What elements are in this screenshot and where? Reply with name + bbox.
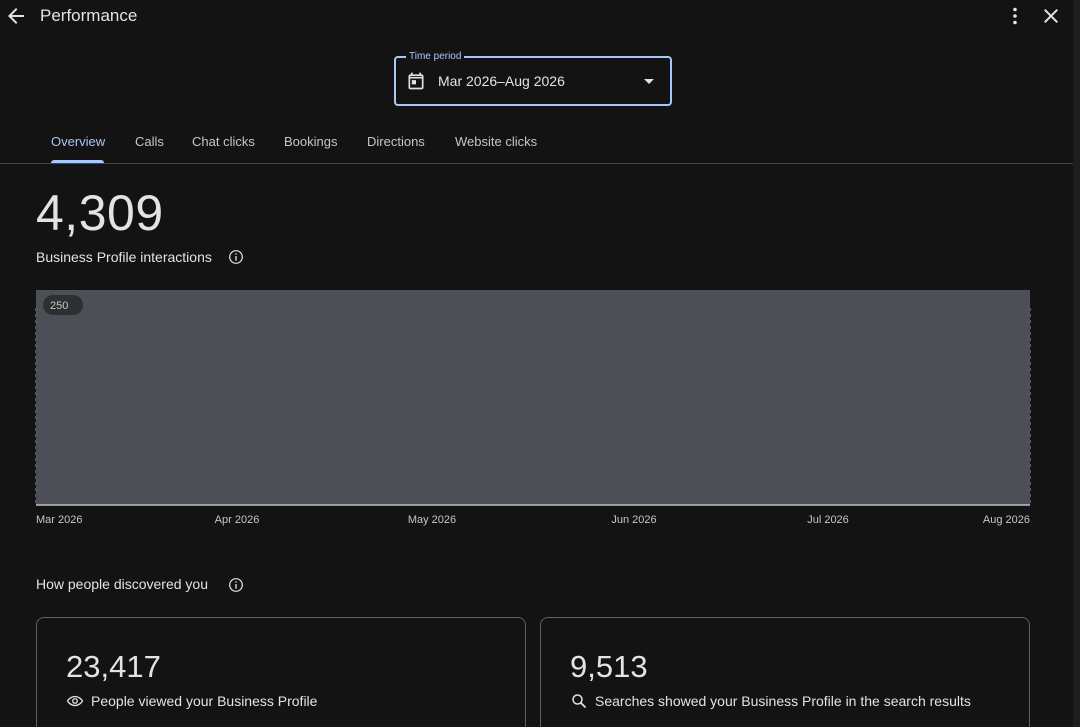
close-icon[interactable] xyxy=(1039,4,1063,28)
search-appearances-label: Searches showed your Business Profile in… xyxy=(595,693,971,709)
profile-views-label: People viewed your Business Profile xyxy=(91,693,318,709)
calendar-icon xyxy=(408,72,424,90)
active-tab-indicator xyxy=(51,160,104,163)
tab-overview[interactable]: Overview xyxy=(51,134,106,149)
interactions-label: Business Profile interactions xyxy=(36,249,212,265)
search-appearances-value: 9,513 xyxy=(570,649,648,684)
time-period-value: Mar 2026–Aug 2026 xyxy=(438,73,565,89)
x-tick-label: Mar 2026 xyxy=(36,514,82,526)
discovery-section-title: How people discovered you xyxy=(36,576,208,592)
tab-bar: Overview Calls Chat clicks Bookings Dire… xyxy=(0,122,1073,164)
scrollbar-track xyxy=(1073,0,1080,727)
time-period-label: Time period xyxy=(406,50,465,64)
info-icon[interactable] xyxy=(228,577,244,593)
x-tick-label: Jul 2026 xyxy=(807,514,849,526)
chart-area xyxy=(36,290,1030,505)
arrow-back-icon[interactable] xyxy=(4,4,28,28)
top-app-bar: Performance xyxy=(0,0,1080,32)
y-tick-pill xyxy=(43,295,83,315)
more-vert-icon[interactable] xyxy=(1003,4,1027,28)
x-tick-label: Aug 2026 xyxy=(983,514,1030,526)
time-period-select[interactable]: Time period Mar 2026–Aug 2026 xyxy=(394,50,672,106)
eye-icon xyxy=(66,695,84,707)
tab-calls[interactable]: Calls xyxy=(135,134,164,149)
y-tick-label: 250 xyxy=(50,300,68,312)
tab-directions[interactable]: Directions xyxy=(367,134,425,149)
x-tick-label: Jun 2026 xyxy=(611,514,656,526)
profile-views-value: 23,417 xyxy=(66,649,161,684)
search-appearances-card[interactable]: 9,513 Searches showed your Business Prof… xyxy=(540,617,1030,727)
x-tick-label: Apr 2026 xyxy=(215,514,260,526)
x-tick-label: May 2026 xyxy=(408,514,456,526)
interactions-total: 4,309 xyxy=(36,185,164,241)
tab-chat-clicks[interactable]: Chat clicks xyxy=(192,134,255,149)
tab-bookings[interactable]: Bookings xyxy=(284,134,338,149)
search-icon xyxy=(572,694,586,708)
info-icon[interactable] xyxy=(228,249,244,265)
profile-views-card[interactable]: 23,417 People viewed your Business Profi… xyxy=(36,617,526,727)
arrow-drop-down-icon xyxy=(644,79,654,84)
tab-website-clicks[interactable]: Website clicks xyxy=(455,134,538,149)
page-title: Performance xyxy=(40,6,138,25)
